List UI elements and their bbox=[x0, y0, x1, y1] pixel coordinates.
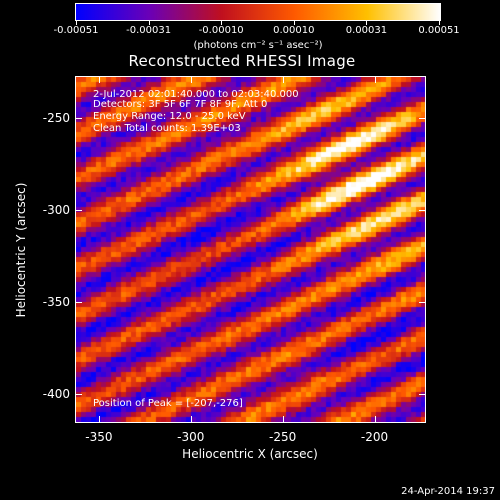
plot-title: Reconstructed RHESSI Image bbox=[128, 52, 356, 70]
y-tick bbox=[76, 393, 82, 395]
colorbar-tick-label: 0.00031 bbox=[345, 25, 388, 36]
timestamp: 24-Apr-2014 19:37 bbox=[401, 486, 495, 497]
colorbar-units: (photons cm⁻² s⁻¹ asec⁻²) bbox=[193, 40, 323, 51]
colorbar-tick bbox=[148, 21, 150, 25]
x-axis-label: Heliocentric X (arcsec) bbox=[182, 447, 318, 461]
x-tick-label: -350 bbox=[85, 430, 113, 444]
x-tick bbox=[282, 77, 284, 83]
y-tick bbox=[419, 301, 425, 303]
colorbar-tick-label: -0.00051 bbox=[53, 25, 99, 36]
x-tick bbox=[282, 416, 284, 422]
y-tick bbox=[419, 393, 425, 395]
x-tick bbox=[98, 77, 100, 83]
info-time-range: 2-Jul-2012 02:01:40.000 to 02:03:40.000 bbox=[93, 89, 299, 100]
y-axis-label: Heliocentric Y (arcsec) bbox=[14, 182, 28, 318]
colorbar-tick bbox=[293, 21, 295, 25]
peak-position-label: Position of Peak = [-207,-276] bbox=[93, 398, 243, 409]
x-tick bbox=[190, 416, 192, 422]
y-tick-label: -250 bbox=[42, 111, 70, 126]
x-tick-label: -200 bbox=[360, 430, 389, 444]
x-tick bbox=[190, 77, 192, 83]
colorbar-tick bbox=[221, 21, 223, 25]
y-tick bbox=[419, 118, 425, 120]
info-energy-range: Energy Range: 12.0 - 25.0 keV bbox=[93, 111, 246, 122]
plot-area bbox=[75, 76, 426, 423]
x-tick-label: -250 bbox=[269, 430, 297, 444]
colorbar-tick bbox=[76, 21, 77, 25]
colorbar-gradient bbox=[75, 3, 441, 21]
y-tick bbox=[419, 210, 425, 212]
colorbar-tick-label: 0.00010 bbox=[273, 25, 315, 36]
info-total-counts: Clean Total counts: 1.39E+03 bbox=[93, 123, 241, 134]
x-tick bbox=[374, 77, 376, 83]
colorbar-tick bbox=[366, 21, 368, 25]
y-tick-label: -400 bbox=[42, 386, 70, 401]
info-detectors: Detectors: 3F 5F 6F 7F 8F 9F, Att 0 bbox=[93, 99, 268, 110]
y-tick-label: -300 bbox=[42, 203, 70, 218]
colorbar-tick-label: -0.00031 bbox=[126, 25, 172, 36]
x-tick bbox=[98, 416, 100, 422]
colorbar-tick-label: -0.00010 bbox=[198, 25, 244, 36]
colorbar-tick-label: 0.00051 bbox=[418, 25, 460, 36]
y-tick bbox=[76, 210, 82, 212]
y-tick-label: -350 bbox=[42, 294, 70, 309]
x-tick bbox=[374, 416, 376, 422]
x-tick-label: -300 bbox=[177, 430, 205, 444]
heatmap-image bbox=[76, 77, 425, 422]
y-tick bbox=[76, 301, 82, 303]
colorbar-tick bbox=[439, 21, 440, 25]
y-tick bbox=[76, 118, 82, 120]
